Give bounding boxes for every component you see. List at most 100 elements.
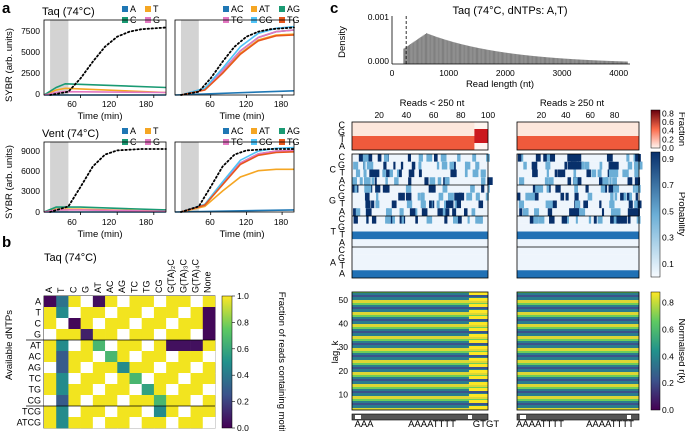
histogram-bar xyxy=(522,54,524,64)
legend-swatch-T xyxy=(145,6,151,12)
histogram-bar xyxy=(504,52,506,64)
probability-cell xyxy=(398,192,401,201)
probability-cell xyxy=(629,192,632,201)
legend: A T C G xyxy=(122,126,160,147)
histogram-bar xyxy=(575,59,577,64)
probability-cell xyxy=(364,177,368,185)
histogram-bar xyxy=(496,51,498,64)
histogram-bar xyxy=(577,59,579,64)
probability-cell xyxy=(635,192,638,201)
probability-cell xyxy=(538,185,544,193)
probability-cell xyxy=(353,161,359,170)
histogram-bar xyxy=(447,40,449,64)
histogram-bar xyxy=(483,49,485,64)
probability-row xyxy=(352,208,488,216)
probability-cell xyxy=(371,200,375,209)
heatmap-cell xyxy=(80,318,94,330)
x-tick-label: 120 xyxy=(102,217,116,227)
heatmap-cell xyxy=(141,307,155,319)
colorbar-tick-label: 0.0 xyxy=(662,143,674,153)
heatmap-cell xyxy=(68,318,81,330)
x-tick-label: 120 xyxy=(102,99,116,109)
probability-cell xyxy=(454,192,460,201)
heatmap-cell xyxy=(44,406,57,418)
probability-cell xyxy=(441,161,448,170)
histogram-bar xyxy=(410,43,412,64)
probability-cell xyxy=(383,161,387,170)
probability-cell xyxy=(428,185,434,193)
motif-gap xyxy=(627,415,631,419)
panel-label-a: a xyxy=(2,0,11,17)
histogram-bar xyxy=(437,37,439,64)
probability-cell xyxy=(577,154,582,162)
probability-cell xyxy=(382,169,386,178)
delay-shading xyxy=(180,20,199,95)
motif-label: AAAATTTT xyxy=(586,419,634,430)
colorbar-tick-label: 0.1 xyxy=(662,259,674,269)
probability-cell xyxy=(577,161,584,170)
probability-cell xyxy=(475,216,481,224)
heatmap-cell xyxy=(68,406,81,418)
heatmap-cell xyxy=(80,373,94,385)
row-label: TC xyxy=(29,373,41,383)
y-axis-label: lag, k xyxy=(330,340,341,363)
heatmap-cell xyxy=(68,384,81,396)
series-line-no-template xyxy=(180,148,295,213)
motif-bar xyxy=(516,413,640,421)
probability-cell xyxy=(438,192,444,201)
row-label: T xyxy=(340,134,346,144)
probability-cell xyxy=(444,208,450,216)
probability-cell xyxy=(613,161,619,170)
probability-cell xyxy=(432,185,436,193)
histogram-bar xyxy=(467,45,470,64)
heatmap-cell xyxy=(44,373,57,385)
colorbar-label: Fraction xyxy=(676,112,685,146)
probability-cell xyxy=(574,185,579,193)
x-axis-label: Time (min) xyxy=(77,111,122,122)
histogram-bar xyxy=(556,58,558,64)
probability-cell xyxy=(371,177,375,185)
panel-c-histogram: Taq (74°C, dNTPs: A,T) Density 0.000 0.0… xyxy=(337,5,630,90)
line-chart-2 xyxy=(43,141,167,215)
probability-cell xyxy=(352,177,357,185)
probability-cell xyxy=(517,154,522,162)
autocorrelation-heatmap: 10 20 30 40 50 xyxy=(339,291,640,411)
colorbar-label: Normalised r(k) xyxy=(676,319,685,384)
histogram-bar xyxy=(559,58,561,64)
motif-label: AAA xyxy=(354,419,374,430)
row-label: A xyxy=(35,296,41,306)
colorbar-tick-label: 1.0 xyxy=(237,291,249,301)
histogram-bar xyxy=(509,53,511,64)
heatmap-cell xyxy=(153,318,167,330)
probability-cell xyxy=(584,161,590,170)
motif-bars xyxy=(351,413,640,421)
probability-cell xyxy=(528,192,534,201)
probability-cell xyxy=(622,169,627,178)
probability-cell xyxy=(418,154,423,162)
heatmap-cell xyxy=(117,296,130,308)
histogram-bar xyxy=(524,55,526,64)
fraction-row xyxy=(517,136,639,143)
colorbar-tick-label: 0.3 xyxy=(662,233,674,243)
heatmap-cell xyxy=(80,362,94,374)
heatmap-cell xyxy=(68,373,81,385)
histogram-bar xyxy=(487,49,489,64)
probability-cell xyxy=(564,161,568,170)
probability-row xyxy=(352,223,488,232)
probability-cell xyxy=(366,161,371,170)
probability-cell xyxy=(586,169,590,178)
histogram-bar xyxy=(539,56,541,64)
histogram-bar xyxy=(492,50,494,64)
heatmap-cell xyxy=(117,417,130,429)
probability-cell xyxy=(532,169,536,178)
histogram-bar xyxy=(585,59,587,64)
probability-cell xyxy=(400,161,404,170)
group-label: G xyxy=(329,196,336,206)
probability-row xyxy=(352,200,488,209)
position-ticks: 20 40 60 80 100 20 40 60 80 xyxy=(374,110,619,120)
heatmap-cell xyxy=(56,340,69,352)
probability-cell xyxy=(426,216,433,224)
line-chart-0 xyxy=(43,19,167,98)
heatmap-cell xyxy=(141,329,155,341)
series-line-g xyxy=(43,209,167,213)
